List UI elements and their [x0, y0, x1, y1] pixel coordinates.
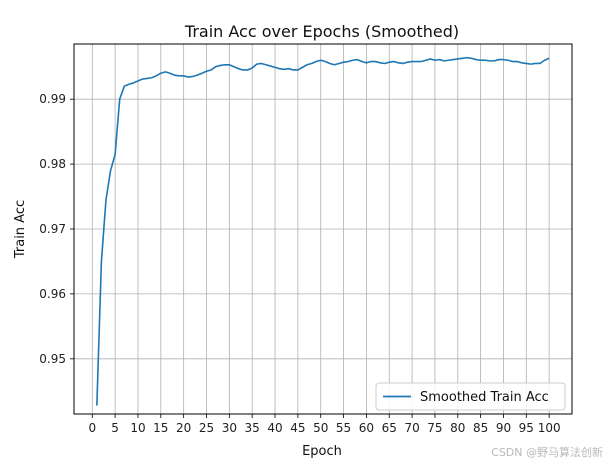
x-tick-label: 95 — [519, 421, 534, 435]
x-tick-label: 20 — [176, 421, 191, 435]
x-tick-label: 100 — [538, 421, 561, 435]
x-tick-label: 70 — [404, 421, 419, 435]
x-tick-label: 10 — [130, 421, 145, 435]
x-tick-label: 75 — [427, 421, 442, 435]
y-tick-label: 0.99 — [39, 92, 66, 106]
x-tick-label: 15 — [153, 421, 168, 435]
series-line-smoothed-train-acc — [96, 56, 550, 406]
y-tick-label: 0.97 — [39, 222, 66, 236]
x-tick-label: 65 — [382, 421, 397, 435]
x-tick-label: 60 — [359, 421, 374, 435]
x-tick-label: 35 — [245, 421, 260, 435]
axis-ticks — [70, 98, 550, 418]
x-tick-label: 45 — [290, 421, 305, 435]
x-tick-label: 25 — [199, 421, 214, 435]
x-tick-label: 5 — [111, 421, 119, 435]
x-tick-label: 0 — [88, 421, 96, 435]
y-tick-label: 0.95 — [39, 352, 66, 366]
y-tick-label: 0.96 — [39, 287, 66, 301]
x-tick-label: 30 — [222, 421, 237, 435]
y-axis-title: Train Acc — [13, 200, 28, 259]
y-tick-label: 0.98 — [39, 157, 66, 171]
y-tick-labels: 0.95 0.96 0.97 0.98 0.99 — [39, 92, 66, 366]
x-tick-label: 90 — [496, 421, 511, 435]
x-tick-label: 80 — [450, 421, 465, 435]
grid-lines — [74, 44, 572, 414]
legend-box — [375, 382, 566, 411]
x-tick-labels: 0 5 10 15 20 25 30 35 40 45 50 55 60 65 70 75 80 85 90 95 10… — [88, 421, 560, 435]
watermark: CSDN @野马算法创新 — [491, 445, 603, 459]
x-tick-label: 40 — [267, 421, 282, 435]
x-tick-label: 50 — [313, 421, 328, 435]
x-tick-label: 85 — [473, 421, 488, 435]
x-axis-title: Epoch — [302, 444, 342, 459]
legend-label: Smoothed Train Acc — [420, 390, 549, 405]
x-tick-label: 55 — [336, 421, 351, 435]
chart-title: Train Acc over Epochs (Smoothed) — [184, 22, 459, 41]
legend: Smoothed Train Acc — [375, 382, 566, 411]
